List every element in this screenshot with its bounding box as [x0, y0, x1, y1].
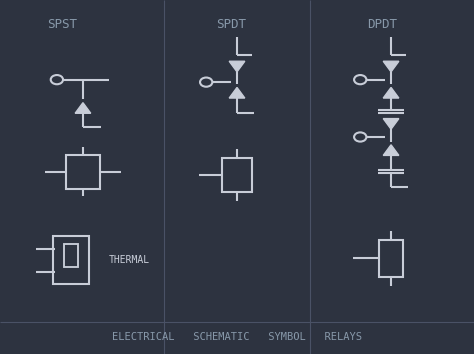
Bar: [66, 155, 100, 188]
Polygon shape: [383, 61, 399, 72]
Text: SPST: SPST: [47, 18, 77, 31]
Bar: [222, 159, 252, 192]
Text: ELECTRICAL   SCHEMATIC   SYMBOL   RELAYS: ELECTRICAL SCHEMATIC SYMBOL RELAYS: [112, 332, 362, 342]
Polygon shape: [383, 145, 399, 155]
Polygon shape: [383, 87, 399, 98]
Bar: [379, 240, 403, 277]
Polygon shape: [229, 87, 245, 98]
Polygon shape: [383, 119, 399, 129]
Text: THERMAL: THERMAL: [109, 255, 150, 265]
Polygon shape: [75, 103, 91, 113]
Text: SPDT: SPDT: [216, 18, 246, 31]
Bar: [54, 236, 89, 284]
Bar: [64, 244, 78, 268]
Text: DPDT: DPDT: [367, 18, 397, 31]
Polygon shape: [229, 61, 245, 72]
